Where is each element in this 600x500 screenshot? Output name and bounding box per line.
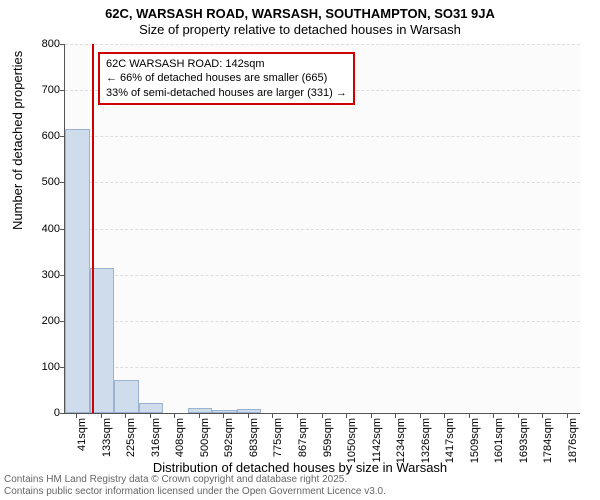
x-tick-label: 408sqm — [174, 418, 186, 468]
gridline — [65, 275, 580, 276]
x-tick — [150, 414, 151, 418]
chart-plot-area: 62C WARSASH ROAD: 142sqm ← 66% of detach… — [64, 44, 580, 414]
x-tick-label: 1234sqm — [395, 418, 407, 468]
x-tick-label: 41sqm — [76, 418, 88, 468]
histogram-bar — [237, 409, 262, 413]
x-tick — [518, 414, 519, 418]
x-tick — [272, 414, 273, 418]
histogram-bar — [114, 380, 139, 413]
callout-line2: ← 66% of detached houses are smaller (66… — [106, 71, 347, 85]
gridline — [65, 229, 580, 230]
x-tick — [346, 414, 347, 418]
y-tick-label: 800 — [30, 38, 60, 50]
x-tick — [297, 414, 298, 418]
y-tick-label: 400 — [30, 223, 60, 235]
x-tick-label: 867sqm — [297, 418, 309, 468]
histogram-bar — [65, 129, 90, 413]
y-tick-label: 700 — [30, 84, 60, 96]
x-tick — [567, 414, 568, 418]
x-tick-label: 683sqm — [248, 418, 260, 468]
chart-container: 62C, WARSASH ROAD, WARSASH, SOUTHAMPTON,… — [0, 0, 600, 500]
x-tick-label: 1693sqm — [518, 418, 530, 468]
y-tick-label: 0 — [30, 407, 60, 419]
histogram-bar — [212, 410, 237, 413]
footer-line1: Contains HM Land Registry data © Crown c… — [4, 474, 386, 486]
x-tick-label: 1509sqm — [469, 418, 481, 468]
footer-line2: Contains public sector information licen… — [4, 486, 386, 498]
x-tick-label: 1417sqm — [444, 418, 456, 468]
y-tick-label: 100 — [30, 361, 60, 373]
x-tick — [371, 414, 372, 418]
x-tick-label: 133sqm — [101, 418, 113, 468]
chart-title-line2: Size of property relative to detached ho… — [0, 22, 600, 37]
x-tick — [174, 414, 175, 418]
x-tick — [444, 414, 445, 418]
x-tick — [493, 414, 494, 418]
x-tick-label: 1601sqm — [493, 418, 505, 468]
x-tick-label: 225sqm — [125, 418, 137, 468]
histogram-bar — [188, 408, 213, 413]
y-tick-label: 500 — [30, 176, 60, 188]
callout-line1: 62C WARSASH ROAD: 142sqm — [106, 57, 347, 71]
x-tick — [223, 414, 224, 418]
callout-line3: 33% of semi-detached houses are larger (… — [106, 86, 347, 100]
x-tick-label: 1876sqm — [567, 418, 579, 468]
x-tick — [542, 414, 543, 418]
gridline — [65, 182, 580, 183]
y-tick-label: 200 — [30, 315, 60, 327]
x-tick — [125, 414, 126, 418]
x-tick-label: 500sqm — [199, 418, 211, 468]
x-tick — [322, 414, 323, 418]
x-tick — [469, 414, 470, 418]
x-tick — [101, 414, 102, 418]
gridline — [65, 321, 580, 322]
gridline — [65, 136, 580, 137]
gridline — [65, 367, 580, 368]
gridline — [65, 44, 580, 45]
x-tick — [420, 414, 421, 418]
histogram-bar — [139, 403, 164, 413]
x-tick-label: 1142sqm — [371, 418, 383, 468]
x-tick — [76, 414, 77, 418]
x-tick-label: 959sqm — [322, 418, 334, 468]
x-tick-label: 775sqm — [272, 418, 284, 468]
x-tick-label: 316sqm — [150, 418, 162, 468]
x-tick — [248, 414, 249, 418]
y-axis-title: Number of detached properties — [10, 51, 25, 230]
x-tick-label: 592sqm — [223, 418, 235, 468]
y-tick-label: 600 — [30, 130, 60, 142]
x-tick — [395, 414, 396, 418]
x-tick-label: 1326sqm — [420, 418, 432, 468]
footer-attribution: Contains HM Land Registry data © Crown c… — [4, 474, 386, 498]
y-tick-label: 300 — [30, 269, 60, 281]
x-tick-label: 1784sqm — [542, 418, 554, 468]
x-tick — [199, 414, 200, 418]
x-tick-label: 1050sqm — [346, 418, 358, 468]
chart-title-line1: 62C, WARSASH ROAD, WARSASH, SOUTHAMPTON,… — [0, 6, 600, 21]
marker-callout: 62C WARSASH ROAD: 142sqm ← 66% of detach… — [98, 52, 355, 105]
marker-line — [92, 44, 94, 413]
